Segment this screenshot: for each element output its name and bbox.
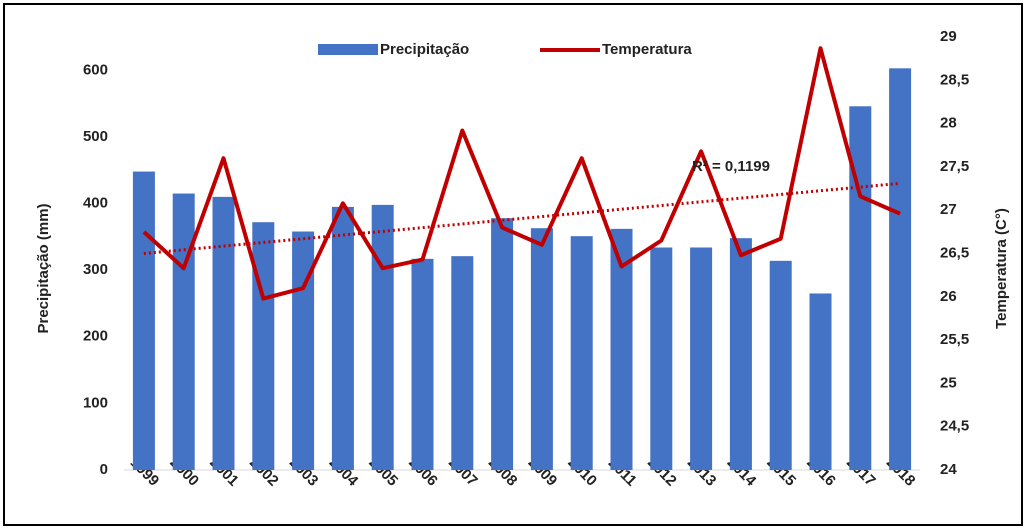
bar [172,193,195,471]
bar [212,196,235,470]
legend-label: Temperatura [602,41,692,58]
trend-label: R² = 0,1199 [692,158,770,175]
line [142,46,901,301]
bar [570,236,593,470]
bar [809,293,832,470]
y2-tick-label: 25 [940,374,957,391]
y-tick-label: 200 [83,328,108,345]
bar [252,222,275,470]
y2-tick-label: 28,5 [940,71,969,88]
y2-axis-title: Temperatura (C°) [993,208,1010,329]
bar [769,260,792,470]
y2-tick-label: 24 [940,461,957,478]
bar [491,218,514,470]
bar [889,68,912,470]
chart-border [3,3,1023,526]
bar [530,228,553,470]
y-tick-label: 500 [83,128,108,145]
bar [451,256,474,470]
y2-tick-label: 28 [940,115,957,132]
bar [729,238,752,470]
y2-tick-label: 27 [940,201,957,218]
bar [690,247,713,470]
bar [650,247,673,470]
y-tick-label: 600 [83,61,108,78]
legend-label: Precipitação [380,41,469,58]
bar [411,258,434,470]
y2-tick-label: 24,5 [940,418,969,435]
legend-swatch [318,44,378,55]
y2-tick-label: 26 [940,288,957,305]
y-tick-label: 100 [83,394,108,411]
bar [371,204,394,470]
y-tick-label: 300 [83,261,108,278]
y2-tick-label: 29 [940,28,957,45]
trend-line [143,181,901,255]
y-tick-label: 0 [100,461,108,478]
y-tick-label: 400 [83,195,108,212]
bar [331,206,354,470]
bar [132,171,155,470]
y2-tick-label: 26,5 [940,244,969,261]
y-axis-title: Precipitação (mm) [35,203,52,333]
y2-tick-label: 27,5 [940,158,969,175]
y2-tick-label: 25,5 [940,331,969,348]
bar [610,228,633,470]
